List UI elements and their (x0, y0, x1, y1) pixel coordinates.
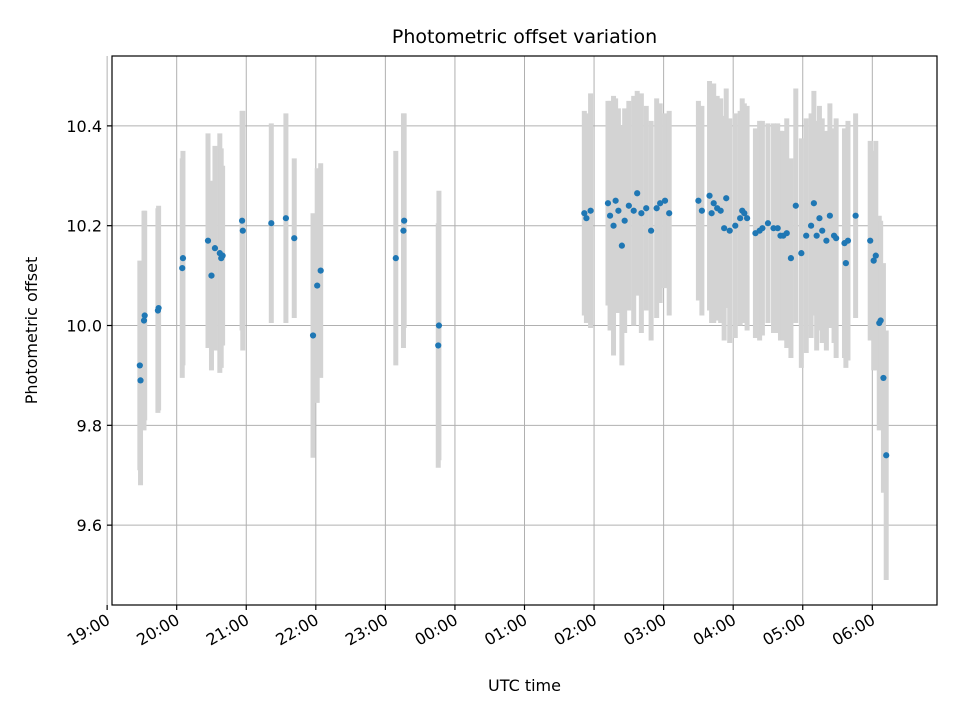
data-point (816, 215, 823, 222)
data-point (309, 332, 317, 339)
data-point (435, 342, 442, 349)
data-point (648, 227, 655, 234)
data-point (208, 272, 215, 279)
data-point (179, 265, 186, 272)
data-point (774, 225, 781, 232)
data-point (877, 317, 884, 324)
data-point (606, 212, 614, 219)
data-point (819, 227, 826, 234)
data-point (583, 215, 590, 222)
data-point (401, 217, 408, 224)
data-point (721, 225, 728, 232)
data-point (268, 220, 275, 227)
data-point (787, 255, 795, 262)
data-point (759, 225, 766, 232)
data-point (211, 245, 219, 252)
data-point (136, 362, 143, 369)
data-point (813, 232, 820, 239)
data-point (883, 452, 890, 459)
data-point (630, 207, 637, 214)
data-point (638, 210, 645, 217)
data-point (880, 374, 887, 382)
data-point (842, 260, 849, 267)
data-point (726, 227, 733, 234)
data-point (741, 210, 748, 217)
data-point (867, 237, 874, 244)
data-point (764, 220, 772, 227)
data-point (140, 317, 148, 324)
data-point (400, 227, 407, 234)
data-point (826, 212, 833, 219)
data-point (717, 207, 724, 214)
data-point (392, 255, 399, 262)
data-point (581, 210, 588, 217)
data-point (743, 215, 751, 222)
data-point (238, 217, 246, 224)
axis-ticks (106, 125, 873, 610)
data-point (792, 202, 799, 209)
data-point (823, 237, 830, 244)
data-point (219, 252, 226, 259)
data-point (615, 207, 622, 214)
data-point (653, 205, 660, 212)
data-point (625, 202, 632, 209)
data-point (710, 200, 717, 207)
data-points (136, 190, 890, 459)
data-point (155, 304, 162, 312)
y-axis-label: Photometric offset (22, 257, 41, 405)
data-point (723, 195, 730, 202)
data-point (610, 222, 617, 229)
y-tick-label: 10.0 (66, 317, 102, 336)
data-point (852, 212, 859, 219)
data-point (621, 217, 628, 224)
data-point (317, 267, 324, 274)
data-point (844, 237, 852, 244)
data-point (618, 242, 625, 249)
data-point (833, 235, 840, 242)
data-point (612, 197, 619, 204)
data-point (204, 237, 212, 244)
data-point (798, 250, 805, 257)
data-point (604, 200, 612, 207)
data-point (587, 207, 594, 214)
data-point (872, 252, 879, 259)
y-tick-label: 9.6 (77, 516, 102, 535)
chart-title: Photometric offset variation (392, 26, 657, 48)
data-point (870, 257, 877, 264)
data-point (282, 215, 290, 222)
data-point (698, 207, 705, 214)
data-point (737, 215, 744, 222)
data-point (657, 200, 664, 207)
data-point (314, 282, 321, 289)
data-point (291, 235, 298, 242)
y-tick-label: 9.8 (77, 416, 102, 435)
data-point (810, 200, 817, 207)
data-point (708, 210, 715, 217)
data-point (706, 192, 713, 199)
y-tick-label: 10.4 (66, 117, 102, 136)
data-point (141, 312, 148, 319)
x-axis-label: UTC time (488, 676, 561, 695)
data-point (803, 232, 810, 239)
data-point (643, 205, 650, 212)
data-point (435, 322, 443, 329)
data-point (807, 222, 815, 229)
data-point (695, 197, 702, 204)
data-point (634, 190, 641, 197)
data-point (239, 227, 246, 234)
data-point (661, 197, 669, 204)
data-point (137, 377, 144, 384)
data-point (179, 255, 187, 262)
data-point (783, 230, 790, 237)
y-tick-label: 10.2 (66, 217, 102, 236)
data-point (732, 222, 739, 229)
data-point (666, 210, 673, 217)
